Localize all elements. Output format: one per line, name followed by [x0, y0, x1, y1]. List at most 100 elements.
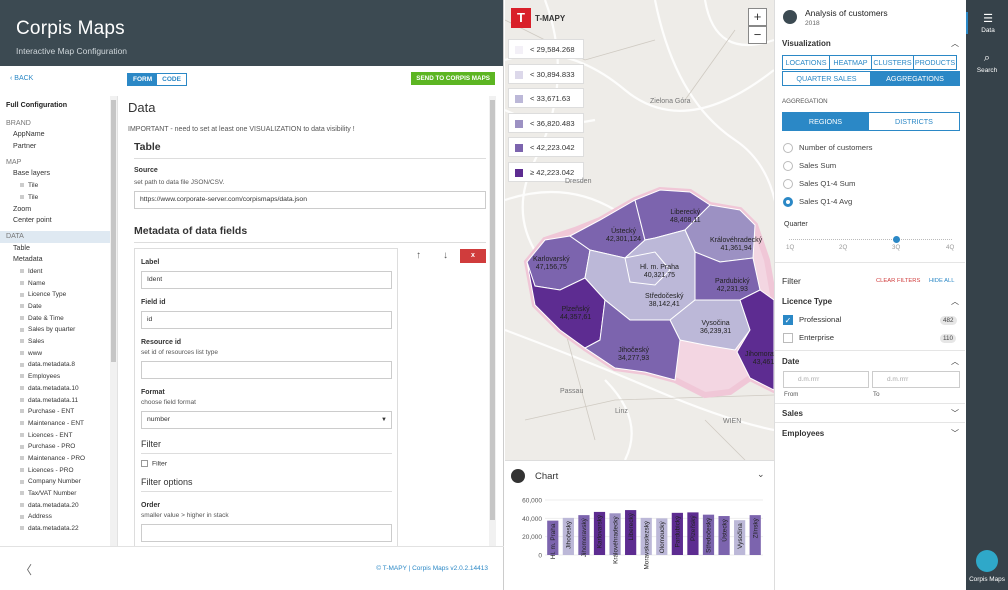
- map-view[interactable]: T T-MAPY + − < 29,584.268 < 30,894.833 < 3…: [505, 0, 774, 460]
- date-from-input[interactable]: d.m.rrrr: [783, 371, 869, 388]
- legend-item[interactable]: ≥ 42,223.042: [508, 162, 584, 182]
- tree-item[interactable]: www: [0, 348, 117, 360]
- tree-item[interactable]: data.metadata.8: [0, 359, 117, 371]
- format-select[interactable]: number ▼: [141, 411, 392, 429]
- tree-item[interactable]: Tile: [0, 180, 117, 192]
- employees-expand-icon[interactable]: ﹀: [951, 429, 959, 438]
- tab-locations[interactable]: LOCATIONS: [782, 55, 830, 70]
- tree-item[interactable]: Purchase - ENT: [0, 406, 117, 418]
- tree-item[interactable]: BRAND: [6, 118, 31, 127]
- field-id-input[interactable]: id: [141, 311, 392, 329]
- send-button[interactable]: SEND TO CORPIS MAPS: [411, 72, 495, 85]
- chart-bar[interactable]: [687, 512, 699, 555]
- tree-item[interactable]: Date: [0, 301, 117, 313]
- tab-aggregations[interactable]: AGGREGATIONS: [870, 71, 960, 86]
- tab-code[interactable]: CODE: [162, 76, 181, 83]
- tab-districts[interactable]: DISTRICTS: [868, 112, 960, 131]
- tree-item[interactable]: Tax/VAT Number: [0, 488, 117, 500]
- chart-bar[interactable]: [609, 513, 621, 555]
- chart-bar[interactable]: [734, 520, 746, 555]
- zoom-out-button[interactable]: −: [748, 26, 767, 44]
- legend-item[interactable]: < 29,584.268: [508, 39, 584, 59]
- tree-item[interactable]: Tile: [0, 192, 117, 204]
- chart-bar[interactable]: [547, 520, 559, 555]
- chart-bar[interactable]: [578, 515, 590, 555]
- tree-item[interactable]: data.metadata.20: [0, 500, 117, 512]
- tree-item[interactable]: data.metadata.11: [0, 395, 117, 407]
- radio-sales-q-sum[interactable]: Sales Q1-4 Sum: [783, 179, 855, 189]
- tree-item[interactable]: Maintenance - PRO: [0, 453, 117, 465]
- chart-toggle-icon[interactable]: ⌄: [757, 469, 765, 479]
- chart-bar[interactable]: [718, 516, 730, 555]
- sales-expand-icon[interactable]: ﹀: [951, 409, 959, 418]
- tree-item[interactable]: data.metadata.10: [0, 383, 117, 395]
- back-link[interactable]: ‹ BACK: [10, 75, 34, 82]
- resource-id-input[interactable]: [141, 361, 392, 379]
- licence-type-heading[interactable]: Licence Type: [782, 297, 833, 306]
- tree-item[interactable]: Licence Type: [0, 289, 117, 301]
- chart-bar[interactable]: [671, 512, 683, 555]
- filter-checkbox[interactable]: Filter: [141, 460, 397, 467]
- tree-item[interactable]: Employees: [0, 371, 117, 383]
- professional-checkbox[interactable]: ✓ Professional: [783, 315, 842, 325]
- tab-products[interactable]: PRODUCTS: [913, 55, 957, 70]
- source-input[interactable]: https://www.corporate-server.com/corpism…: [134, 191, 486, 209]
- tree-item[interactable]: DATA: [0, 230, 117, 243]
- radio-sales-q-avg[interactable]: Sales Q1-4 Avg: [783, 197, 852, 207]
- nav-search[interactable]: ⌕ Search: [966, 52, 1008, 74]
- tab-form[interactable]: FORM: [128, 74, 158, 85]
- legend-item[interactable]: < 36,820.483: [508, 112, 584, 133]
- clear-filters-link[interactable]: CLEAR FILTERS: [876, 278, 921, 284]
- chart-bar[interactable]: [625, 510, 637, 555]
- chart-bar[interactable]: [640, 517, 652, 555]
- legend-item[interactable]: < 42,223.042: [508, 137, 584, 158]
- tree-item[interactable]: Ident: [0, 266, 117, 278]
- tree-item[interactable]: Purchase - PRO: [0, 441, 117, 453]
- tree-item[interactable]: Company Number: [0, 476, 117, 488]
- tab-clusters[interactable]: CLUSTERS: [871, 55, 914, 70]
- move-up-icon[interactable]: ↑: [416, 250, 421, 261]
- tree-item[interactable]: data.metadata.22: [0, 523, 117, 535]
- radio-sales-sum[interactable]: Sales Sum: [783, 161, 836, 171]
- legend-item[interactable]: < 33,671.63: [508, 88, 584, 109]
- tree-item[interactable]: Maintenance - ENT: [0, 418, 117, 430]
- nav-data[interactable]: ☰ Data: [966, 12, 1008, 34]
- date-collapse-icon[interactable]: ︿: [951, 357, 959, 366]
- hide-all-link[interactable]: HIDE ALL: [929, 278, 955, 284]
- chart-bar[interactable]: [562, 517, 574, 555]
- chart-bar[interactable]: [749, 515, 761, 555]
- tree-item[interactable]: Date & Time: [0, 313, 117, 325]
- tree-item[interactable]: Base layers: [13, 169, 51, 178]
- tree-item[interactable]: Zoom: [13, 204, 32, 213]
- tree-item[interactable]: Licences - PRO: [0, 465, 117, 477]
- tree-item[interactable]: AppName: [13, 130, 45, 139]
- tree-item[interactable]: Partner: [13, 142, 37, 151]
- tree-scrollbar[interactable]: [110, 96, 117, 546]
- tree-item[interactable]: Sales by quarter: [0, 324, 117, 336]
- tree-item[interactable]: Name: [0, 278, 117, 290]
- collapse-icon[interactable]: 〈: [20, 563, 33, 577]
- tree-item[interactable]: Sales: [0, 336, 117, 348]
- zoom-in-button[interactable]: +: [748, 8, 767, 26]
- date-to-input[interactable]: d.m.rrrr: [872, 371, 960, 388]
- quarter-slider-handle[interactable]: [893, 236, 900, 243]
- tree-item[interactable]: Full Configuration: [6, 101, 68, 109]
- tree-item[interactable]: Licences - ENT: [0, 430, 117, 442]
- tree-item[interactable]: MAP: [6, 157, 22, 166]
- sales-heading[interactable]: Sales: [782, 409, 803, 418]
- tree-item[interactable]: Metadata: [13, 255, 43, 264]
- legend-item[interactable]: < 30,894.833: [508, 63, 584, 84]
- tree-item[interactable]: Table: [13, 243, 30, 252]
- visualization-collapse-icon[interactable]: ︿: [951, 39, 959, 48]
- label-input[interactable]: Ident: [141, 271, 392, 289]
- chart-bar[interactable]: [702, 514, 715, 555]
- employees-heading[interactable]: Employees: [782, 429, 825, 438]
- radio-number-of-customers[interactable]: Number of customers: [783, 143, 872, 153]
- date-heading[interactable]: Date: [782, 357, 800, 366]
- chart-bar[interactable]: [593, 511, 606, 555]
- delete-field-button[interactable]: x: [460, 249, 486, 263]
- quarter-slider-track[interactable]: [789, 239, 952, 240]
- tree-item[interactable]: Center point: [13, 216, 52, 225]
- form-scrollbar[interactable]: [489, 96, 496, 546]
- tab-heatmap[interactable]: HEATMAP: [829, 55, 872, 70]
